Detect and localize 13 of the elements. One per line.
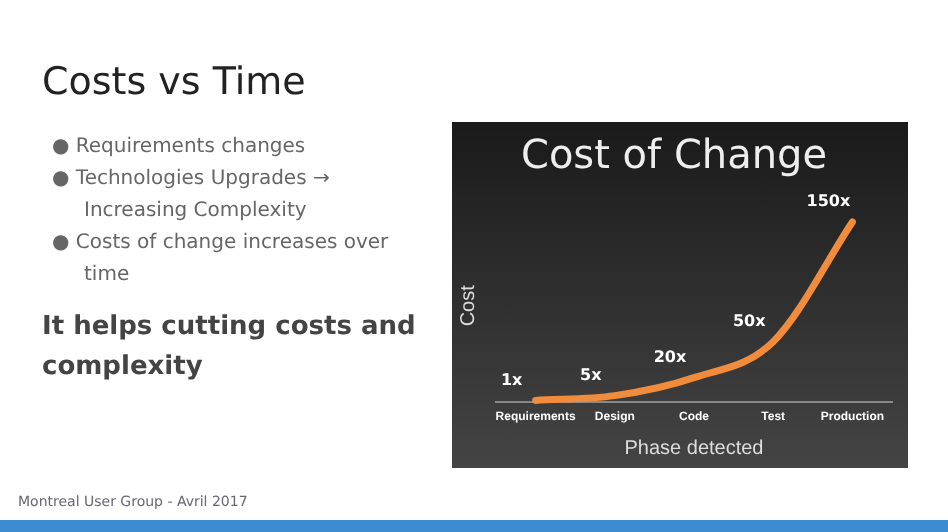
data-label: 20x <box>653 347 688 366</box>
data-label: 5x <box>580 365 604 384</box>
y-axis-title: Cost <box>457 284 480 327</box>
text: ● Technologies Upgrades → Increasing Complexity <box>52 166 332 226</box>
data-label: 50x <box>732 311 768 330</box>
x-axis-title: Phase detected <box>624 437 764 460</box>
data-label: 150x <box>806 192 852 211</box>
data-label: 1x <box>500 370 524 389</box>
text: ● Costs of change increases over time <box>52 230 391 290</box>
text: It helps cutting costs and complexity <box>42 310 418 386</box>
chart-title: Cost of Change <box>520 130 828 179</box>
text: Costs vs Time <box>42 60 306 104</box>
text: ● Requirements changes <box>52 134 308 162</box>
